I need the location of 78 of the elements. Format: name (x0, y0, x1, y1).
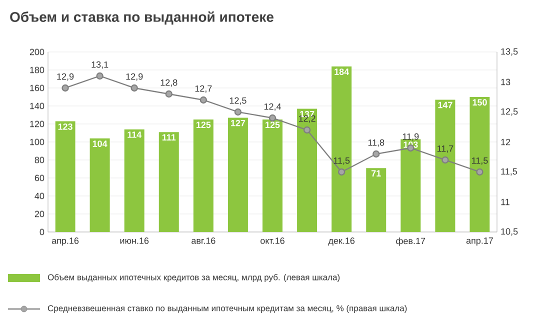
data-label: 12,8 (160, 79, 178, 87)
legend-label: Объем выданных ипотечных кредитов за месяц, млрд руб. (левая шкала) (48, 274, 340, 282)
data-label: 111 (162, 134, 176, 140)
data-label: 12,5 (230, 97, 246, 105)
x-tick-label: окт.16 (260, 238, 284, 244)
chart-title: Объем и ставка по выданной ипотеке (10, 11, 274, 25)
x-tick-label: июн.16 (120, 238, 149, 244)
point (200, 96, 208, 104)
y-tick-label: 100 (30, 138, 44, 146)
bar (297, 108, 318, 232)
bar (90, 138, 110, 232)
data-label: 12,7 (195, 85, 212, 93)
bar (158, 132, 179, 232)
data-label: 114 (128, 132, 142, 138)
x-tick-label: авг.16 (192, 238, 216, 244)
point (268, 114, 276, 122)
data-label: 11,7 (437, 145, 454, 153)
point (234, 108, 242, 116)
data-label: 104 (92, 140, 108, 147)
point (96, 72, 104, 80)
x-tick-label: фев.17 (396, 238, 426, 246)
y2-tick-label: 12 (501, 138, 510, 146)
y-tick-label: 0 (40, 228, 44, 236)
bar (332, 66, 352, 232)
data-label: 150 (472, 99, 487, 106)
data-label: 125 (266, 122, 280, 128)
data-label: 12,4 (264, 103, 281, 111)
y-tick-label: 200 (30, 48, 44, 56)
x-tick-label: апр.16 (52, 238, 79, 246)
point (476, 168, 484, 176)
y2-tick-label: 11,5 (501, 168, 517, 176)
data-label: 11,5 (334, 157, 350, 165)
data-label: 125 (196, 122, 211, 128)
data-label: 71 (372, 170, 381, 176)
point (165, 90, 172, 98)
y-tick-label: 140 (30, 102, 44, 110)
data-label: 147 (438, 102, 452, 108)
data-label: 12,9 (57, 73, 74, 81)
data-label: 127 (231, 120, 246, 126)
bar (262, 119, 283, 232)
y2-tick-label: 10,5 (501, 228, 518, 236)
data-label: 137 (300, 110, 314, 118)
point (372, 150, 380, 158)
y-tick-label: 80 (34, 156, 44, 164)
x-tick-label: дек.16 (328, 238, 355, 246)
data-label: 11,9 (402, 133, 419, 141)
bar (366, 168, 386, 232)
point (130, 84, 138, 92)
y-tick-label: 180 (30, 66, 44, 74)
data-label: 12,9 (126, 73, 143, 81)
x-tick-label: апр.17 (466, 238, 493, 246)
bar (124, 129, 144, 232)
y2-tick-label: 13 (501, 78, 510, 86)
data-label: 123 (58, 123, 72, 130)
point (303, 126, 311, 134)
y-tick-label: 40 (34, 192, 44, 200)
data-label: 12,2 (298, 115, 316, 123)
bar (400, 139, 421, 232)
y2-tick-label: 13,5 (501, 48, 518, 56)
y-tick-label: 60 (34, 174, 44, 182)
y-tick-label: 160 (30, 84, 44, 92)
data-label: 184 (334, 68, 350, 75)
point (442, 156, 449, 164)
bar (193, 119, 214, 232)
bar (228, 118, 248, 232)
legend-label: Средневзвешенная ставко по выданным ипотечным кредитам за месяц, % (правая шкала) (48, 305, 407, 313)
point (62, 84, 69, 92)
y2-tick-label: 11 (501, 198, 510, 206)
y2-tick-label: 12,5 (501, 108, 518, 116)
point (338, 168, 346, 176)
data-label: 11,5 (472, 157, 488, 165)
data-label: 13,1 (92, 61, 108, 69)
bar (470, 96, 490, 232)
y-tick-label: 20 (34, 210, 44, 218)
y-tick-label: 120 (30, 120, 44, 128)
bar (435, 100, 456, 232)
data-label: 11,8 (368, 139, 384, 147)
bar (55, 121, 76, 232)
